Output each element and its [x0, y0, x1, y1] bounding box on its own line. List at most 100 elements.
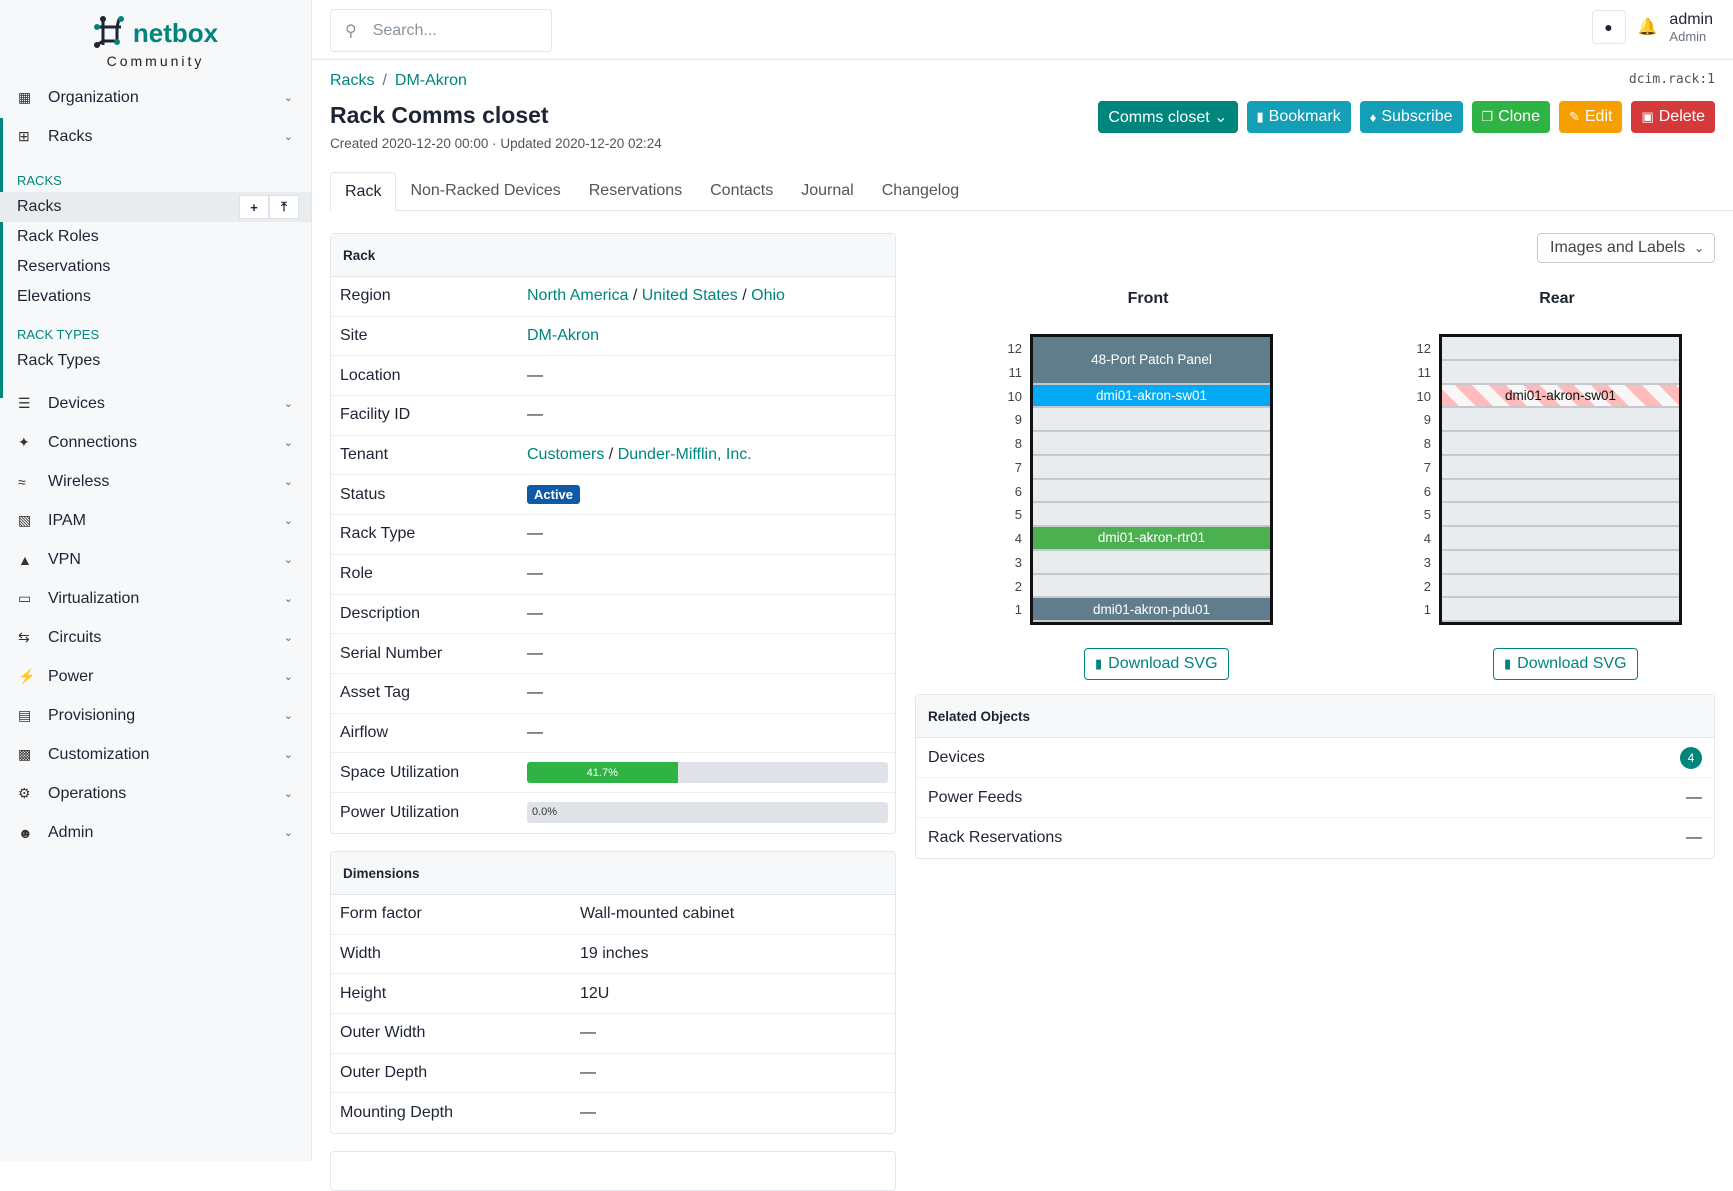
- rack-unit-slot[interactable]: [1442, 456, 1679, 480]
- nav-wireless[interactable]: ≈ Wireless ⌄: [0, 462, 311, 501]
- rack-unit-slot[interactable]: [1033, 598, 1270, 622]
- nav-organization[interactable]: ▦ Organization ⌄: [0, 78, 311, 117]
- rack-unit-slot[interactable]: [1442, 432, 1679, 456]
- rack-unit-number: 8: [1423, 436, 1431, 451]
- related-link[interactable]: Devices: [928, 748, 985, 766]
- related-object-row[interactable]: Power Feeds —: [916, 778, 1714, 818]
- rack-unit-slot[interactable]: [1442, 337, 1679, 361]
- tab-journal[interactable]: Journal: [801, 182, 854, 199]
- link[interactable]: Customers: [527, 446, 605, 464]
- rack-unit-slot[interactable]: [1033, 361, 1270, 385]
- import-icon[interactable]: ⤒: [269, 195, 299, 219]
- rack-unit-slot[interactable]: [1442, 598, 1679, 622]
- rack-unit-slot[interactable]: [1442, 503, 1679, 527]
- rack-unit-slot[interactable]: [1033, 527, 1270, 551]
- link[interactable]: United States: [641, 287, 738, 305]
- rack-unit-slot[interactable]: [1442, 527, 1679, 551]
- dimension-row: Width 19 inches: [331, 935, 895, 975]
- nav-provisioning[interactable]: ▤ Provisioning ⌄: [0, 696, 311, 735]
- nav-subitem-label: Reservations: [17, 258, 111, 275]
- site-link[interactable]: DM-Akron: [527, 327, 600, 345]
- breadcrumb: Racks / DM-Akron: [330, 72, 467, 89]
- action-button-0[interactable]: Comms closet ⌄: [1098, 101, 1238, 133]
- rack-device[interactable]: dmi01-akron-sw01: [1033, 384, 1270, 407]
- related-object-row[interactable]: Devices 4: [916, 738, 1714, 778]
- nav-subitem-rack-types[interactable]: Rack Types: [0, 346, 311, 376]
- search-input[interactable]: ⚲ Search...: [330, 9, 552, 52]
- rack-unit-slot[interactable]: [1442, 408, 1679, 432]
- nav-subitem-elevations[interactable]: Elevations: [0, 282, 311, 312]
- nav-customization[interactable]: ▩ Customization ⌄: [0, 735, 311, 774]
- link[interactable]: North America: [527, 287, 629, 305]
- dimension-row: Height 12U: [331, 974, 895, 1015]
- nav-label: VPN: [48, 550, 81, 568]
- rack-unit-slot[interactable]: [1442, 551, 1679, 575]
- row-value: 19 inches: [580, 945, 649, 963]
- nav-label: Provisioning: [48, 706, 136, 724]
- download-svg-button[interactable]: ▮ Download SVG: [1084, 648, 1229, 680]
- nav-virtualization[interactable]: ▭ Virtualization ⌄: [0, 579, 311, 618]
- rack-device[interactable]: dmi01-akron-sw01: [1442, 384, 1679, 407]
- nav-subitem-reservations[interactable]: Reservations: [0, 252, 311, 282]
- tab-contacts[interactable]: Contacts: [710, 182, 774, 199]
- rack-unit-slot[interactable]: [1442, 385, 1679, 409]
- action-button-4[interactable]: ✎ Edit: [1558, 101, 1623, 133]
- row-value: 41.7%: [527, 762, 888, 784]
- related-object-row[interactable]: Rack Reservations —: [916, 818, 1714, 858]
- download-svg-button[interactable]: ▮ Download SVG: [1493, 648, 1638, 680]
- row-value: —: [527, 684, 543, 702]
- rack-unit-slot[interactable]: [1033, 432, 1270, 456]
- rack-unit-slot[interactable]: [1033, 456, 1270, 480]
- link[interactable]: Ohio: [751, 287, 785, 305]
- rack-unit-slot[interactable]: [1033, 385, 1270, 409]
- theme-toggle-lightbulb-icon[interactable]: ●: [1591, 10, 1626, 44]
- rack-unit-slot[interactable]: [1442, 575, 1679, 599]
- nav-connections[interactable]: ✦ Connections ⌄: [0, 423, 311, 462]
- active-rail: [0, 118, 3, 398]
- rack-unit-slot[interactable]: [1033, 408, 1270, 432]
- nav-operations[interactable]: ⚙ Operations ⌄: [0, 774, 311, 813]
- tab-rack[interactable]: Rack: [330, 172, 397, 211]
- nav-devices[interactable]: ☰ Devices ⌄: [0, 384, 311, 423]
- nav-subitem-racks[interactable]: Racks + ⤒: [0, 192, 311, 222]
- rack-unit-slot[interactable]: [1442, 480, 1679, 504]
- nav-vpn[interactable]: ▲ VPN ⌄: [0, 540, 311, 579]
- rack-unit-slot[interactable]: [1033, 575, 1270, 599]
- rack-device[interactable]: dmi01-akron-pdu01: [1033, 598, 1270, 620]
- next-card: [330, 1151, 896, 1191]
- rack-device[interactable]: dmi01-akron-rtr01: [1033, 527, 1270, 549]
- bell-icon[interactable]: 🔔: [1637, 19, 1658, 36]
- user-menu[interactable]: admin Admin: [1669, 11, 1713, 44]
- action-button-5[interactable]: ▣ Delete: [1631, 101, 1715, 133]
- nav-power[interactable]: ⚡ Power ⌄: [0, 657, 311, 696]
- logo[interactable]: netbox Community: [0, 0, 311, 78]
- add-icon[interactable]: +: [239, 195, 269, 219]
- file-download-icon: ▮: [1095, 656, 1103, 671]
- rack-unit-slot[interactable]: [1033, 503, 1270, 527]
- related-link[interactable]: Power Feeds: [928, 788, 1023, 806]
- tab-reservations[interactable]: Reservations: [588, 182, 683, 199]
- action-button-3[interactable]: ❐ Clone: [1471, 101, 1550, 133]
- users-icon: ☻: [18, 824, 33, 841]
- tab-non-racked-devices[interactable]: Non-Racked Devices: [410, 182, 561, 199]
- action-button-1[interactable]: ▮ Bookmark: [1246, 101, 1351, 133]
- dimension-row: Mounting Depth —: [331, 1093, 895, 1133]
- elevation-view-select[interactable]: Images and Labels ⌄: [1537, 233, 1715, 263]
- nav-ipam[interactable]: ▧ IPAM ⌄: [0, 501, 311, 540]
- nav-circuits[interactable]: ⇆ Circuits ⌄: [0, 618, 311, 657]
- breadcrumb-racks[interactable]: Racks: [330, 72, 375, 89]
- rack-unit-slot[interactable]: [1442, 361, 1679, 385]
- breadcrumb-site[interactable]: DM-Akron: [394, 72, 467, 89]
- nav-admin[interactable]: ☻ Admin ⌄: [0, 813, 311, 852]
- related-link[interactable]: Rack Reservations: [928, 829, 1063, 846]
- nav-subitem-rack-roles[interactable]: Rack Roles: [0, 222, 311, 252]
- nav-racks[interactable]: ⊞ Racks ⌄: [0, 117, 311, 156]
- rack-unit-slot[interactable]: [1033, 551, 1270, 575]
- rack-unit-slot[interactable]: [1033, 480, 1270, 504]
- rack-rear-elevation: Rear 1 2 3 4 5 6 7 8 9 10 11 12 dmi01-akron-sw01 ▮ Down…: [1367, 290, 1733, 690]
- rack-device[interactable]: 48-Port Patch Panel: [1033, 337, 1270, 383]
- action-button-2[interactable]: ♦ Subscribe: [1359, 101, 1463, 133]
- link[interactable]: Dunder-Mifflin, Inc.: [617, 446, 752, 464]
- tab-changelog[interactable]: Changelog: [881, 182, 960, 199]
- nav-label: Operations: [48, 784, 127, 802]
